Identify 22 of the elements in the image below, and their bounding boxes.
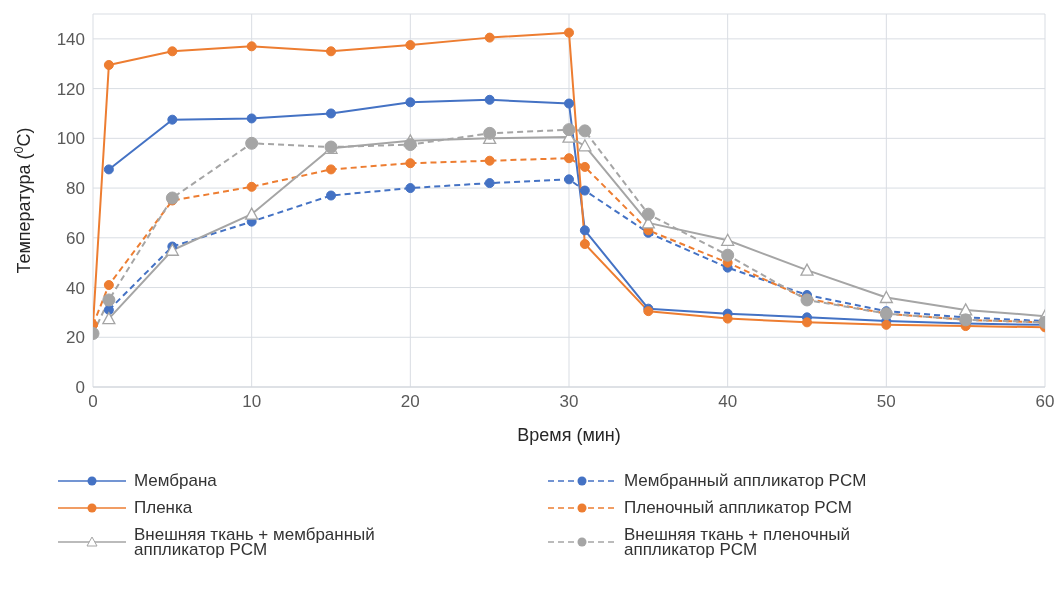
x-tick-label: 30	[559, 392, 579, 412]
x-tick-label: 50	[876, 392, 896, 412]
legend-label: Мембрана	[134, 471, 217, 490]
x-tick-label: 60	[1035, 392, 1055, 412]
legend-label: Пленка	[134, 498, 193, 517]
y-tick-label: 0	[75, 378, 85, 398]
legend-label: Мембранный аппликатор PCM	[624, 471, 867, 490]
legend-label: Внешняя ткань + мембранный аппликатор PCM	[134, 525, 376, 559]
x-axis-title: Время (мин)	[517, 425, 621, 445]
x-tick-label: 0	[88, 392, 98, 412]
y-tick-label: 80	[66, 179, 85, 199]
y-tick-label: 20	[66, 328, 85, 348]
y-tick-label: 120	[56, 79, 85, 99]
x-tick-label: 20	[400, 392, 420, 412]
legend-label: Внешняя ткань + пленочный аппликатор PCM	[624, 525, 852, 559]
y-tick-label: 140	[56, 29, 85, 49]
x-tick-label: 10	[242, 392, 262, 412]
y-tick-label: 40	[66, 278, 85, 298]
x-tick-label: 40	[718, 392, 738, 412]
y-tick-label: 100	[56, 129, 85, 149]
legend-label: Пленочный аппликатор PCM	[624, 498, 852, 517]
y-tick-label: 60	[66, 228, 85, 248]
